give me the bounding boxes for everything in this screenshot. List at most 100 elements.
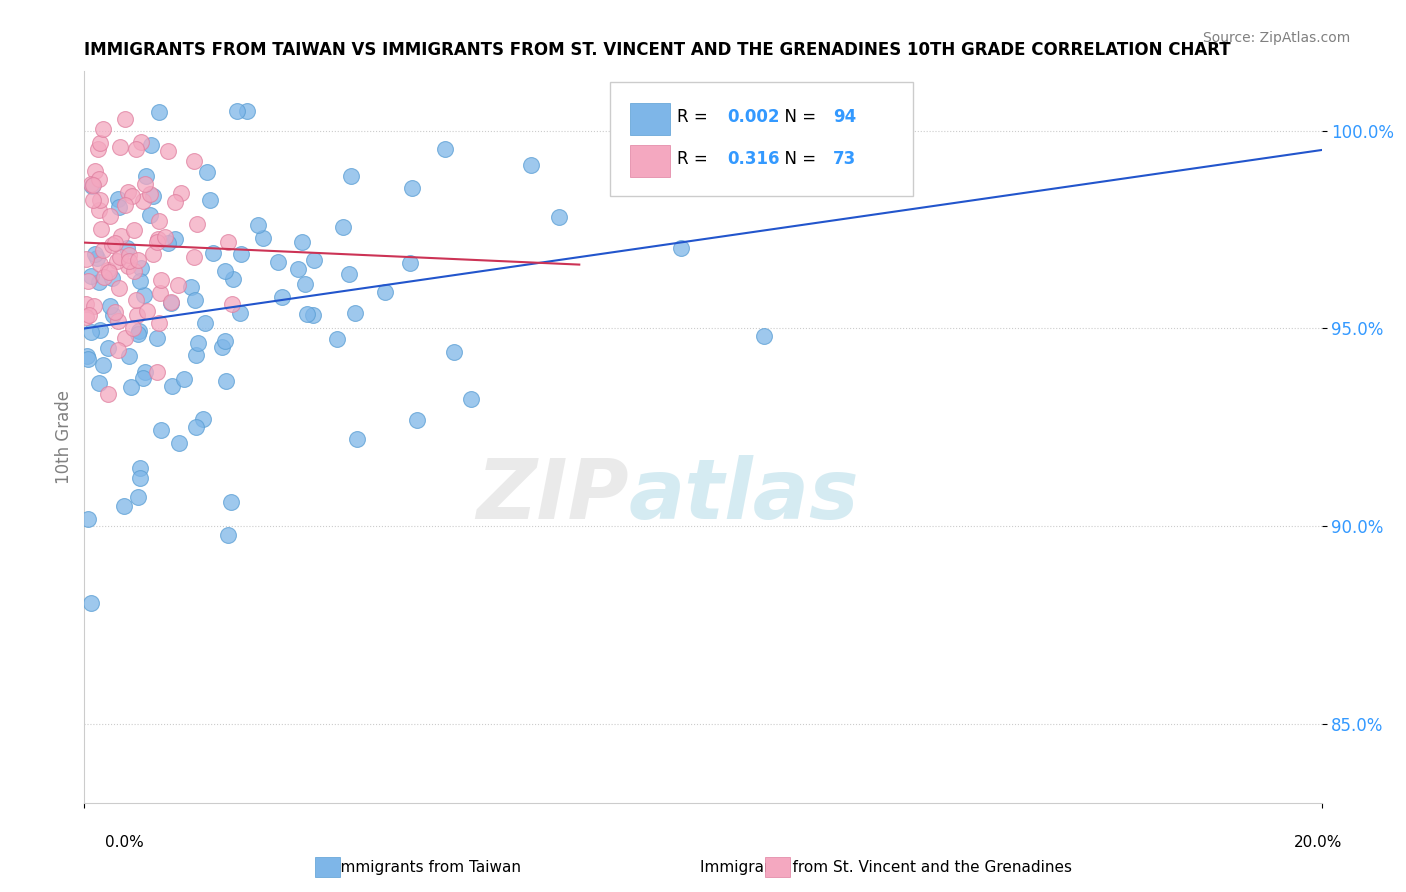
Point — [326, 332, 349, 346]
Point — [134, 177, 156, 191]
Point — [374, 285, 396, 299]
Point — [82, 178, 104, 192]
Text: atlas: atlas — [628, 455, 859, 536]
Point — [107, 314, 129, 328]
Point — [104, 235, 127, 250]
Point — [89, 172, 111, 186]
Point — [98, 265, 121, 279]
Point — [135, 169, 157, 183]
Point — [90, 222, 112, 236]
Point — [180, 280, 202, 294]
Point — [142, 189, 165, 203]
Point — [236, 103, 259, 118]
Point — [115, 241, 138, 255]
Point — [107, 192, 129, 206]
Point — [91, 243, 114, 257]
Point — [118, 248, 141, 262]
Point — [271, 290, 294, 304]
Point — [460, 392, 482, 407]
Point — [228, 306, 250, 320]
Point — [75, 310, 97, 324]
Point — [184, 293, 207, 307]
Point — [163, 195, 186, 210]
Point — [183, 153, 205, 168]
Text: ZIP: ZIP — [477, 455, 628, 536]
Point — [134, 365, 156, 379]
Point — [83, 299, 105, 313]
Point — [142, 247, 165, 261]
Point — [148, 105, 170, 120]
Point — [148, 316, 170, 330]
Point — [267, 255, 290, 269]
Point — [127, 490, 149, 504]
Point — [110, 228, 132, 243]
Point — [89, 136, 111, 150]
Point — [294, 277, 316, 292]
Point — [214, 264, 236, 278]
Point — [337, 267, 360, 281]
Text: N =: N = — [773, 150, 821, 168]
Point — [79, 268, 101, 283]
Point — [80, 179, 103, 194]
Point — [332, 219, 354, 234]
Text: 0.0%: 0.0% — [105, 836, 145, 850]
Point — [202, 245, 225, 260]
Point — [195, 164, 218, 178]
Point — [105, 254, 128, 268]
FancyBboxPatch shape — [610, 82, 914, 195]
Text: IMMIGRANTS FROM TAIWAN VS IMMIGRANTS FROM ST. VINCENT AND THE GRENADINES 10TH GR: IMMIGRANTS FROM TAIWAN VS IMMIGRANTS FRO… — [84, 41, 1232, 59]
Point — [108, 140, 131, 154]
Point — [225, 103, 247, 118]
Point — [97, 341, 120, 355]
Text: Source: ZipAtlas.com: Source: ZipAtlas.com — [1202, 31, 1350, 45]
Point — [77, 352, 100, 367]
Point — [547, 211, 569, 225]
Point — [87, 275, 110, 289]
Point — [79, 325, 101, 339]
Point — [97, 263, 120, 277]
Point — [139, 208, 162, 222]
Text: Immigrants from Taiwan: Immigrants from Taiwan — [336, 860, 522, 874]
Point — [301, 308, 323, 322]
Point — [246, 218, 269, 232]
Point — [401, 180, 423, 194]
Point — [107, 343, 129, 358]
Point — [669, 241, 692, 255]
Point — [129, 470, 152, 484]
Point — [87, 202, 110, 217]
Point — [86, 251, 108, 265]
Point — [148, 232, 170, 246]
Point — [160, 295, 183, 310]
Point — [217, 235, 239, 249]
Point — [112, 499, 135, 513]
Text: 20.0%: 20.0% — [1295, 836, 1343, 850]
Point — [287, 262, 309, 277]
Point — [343, 306, 366, 320]
Point — [156, 235, 179, 250]
Y-axis label: 10th Grade: 10th Grade — [55, 390, 73, 484]
Point — [87, 143, 110, 157]
Point — [127, 327, 149, 342]
Point — [84, 163, 107, 178]
Point — [107, 281, 129, 295]
Point — [117, 260, 139, 274]
Point — [520, 158, 543, 172]
Text: Immigrants from St. Vincent and the Grenadines: Immigrants from St. Vincent and the Gren… — [700, 860, 1071, 874]
Point — [200, 193, 222, 207]
Text: 94: 94 — [832, 109, 856, 127]
Text: 0.316: 0.316 — [728, 150, 780, 168]
Text: N =: N = — [773, 109, 821, 127]
Point — [187, 335, 209, 350]
Point — [304, 252, 326, 267]
Point — [82, 193, 104, 207]
Point — [139, 187, 162, 202]
Point — [184, 419, 207, 434]
Point — [117, 186, 139, 200]
Point — [295, 307, 318, 321]
Point — [93, 122, 115, 136]
Point — [122, 223, 145, 237]
Point — [122, 321, 145, 335]
Point — [121, 189, 143, 203]
Point — [122, 264, 145, 278]
Point — [127, 253, 149, 268]
